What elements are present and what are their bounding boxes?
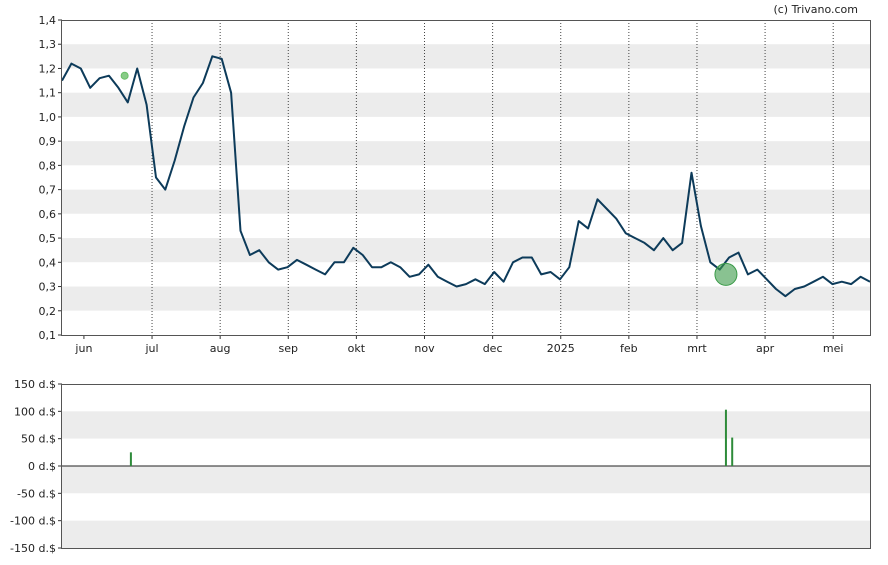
price-tick-label: 0,3 xyxy=(39,281,57,294)
price-tick-label: 1,2 xyxy=(39,62,57,75)
month-tick-label: sep xyxy=(279,342,298,355)
month-tick-label: apr xyxy=(756,342,775,355)
price-panel-frame xyxy=(61,20,871,336)
price-band xyxy=(62,310,870,335)
price-band xyxy=(62,92,870,117)
credit-label: (c) Trivano.com xyxy=(773,3,858,16)
price-marker xyxy=(714,262,738,286)
month-tick-label: dec xyxy=(483,342,503,355)
volume-bar xyxy=(731,437,734,466)
volume-panel-background xyxy=(62,384,870,548)
price-tick-label: 1,0 xyxy=(39,111,57,124)
price-band xyxy=(62,165,870,190)
month-tick-label: jul xyxy=(144,342,158,355)
volume-bar xyxy=(724,409,727,466)
volume-tick-label: -50 d.$ xyxy=(17,487,56,500)
volume-tick-label: -100 d.$ xyxy=(10,515,56,528)
month-axis-ticks: jun jul aug sep okt nov dec 2025 feb mrt apr mei xyxy=(74,335,843,355)
price-tick-label: 0,1 xyxy=(39,329,57,342)
price-band xyxy=(62,213,870,239)
volume-tick-label: 150 d.$ xyxy=(14,378,56,391)
volume-axis-ticks: 150 d.$ 100 d.$ 50 d.$ 0 d.$ -50 d.$ -100 d.$… xyxy=(10,378,62,555)
volume-tick-label: -150 d.$ xyxy=(10,542,56,555)
volume-band xyxy=(62,411,870,439)
volume-panel-frame xyxy=(61,384,871,549)
month-tick-label: okt xyxy=(348,342,366,355)
volume-tick-label: 100 d.$ xyxy=(14,405,56,418)
price-tick-label: 1,3 xyxy=(39,38,57,51)
month-tick-label: jun xyxy=(74,342,92,355)
volume-band xyxy=(62,438,870,466)
month-tick-label: feb xyxy=(620,342,638,355)
price-tick-label: 0,8 xyxy=(39,159,57,172)
month-tick-label: aug xyxy=(210,342,231,355)
price-band xyxy=(62,141,870,166)
month-tick-label: mrt xyxy=(687,342,707,355)
volume-band xyxy=(62,520,870,548)
price-tick-label: 1,4 xyxy=(39,14,57,27)
volume-tick-label: 0 d.$ xyxy=(28,460,56,473)
volume-tick-label: 50 d.$ xyxy=(21,433,56,446)
price-band xyxy=(62,286,870,311)
month-tick-label: nov xyxy=(414,342,435,355)
volume-band xyxy=(62,493,870,521)
price-tick-label: 0,7 xyxy=(39,184,57,197)
price-axis-ticks: 1,4 1,3 1,2 1,1 1,0 0,9 0,8 0,7 0,6 0,5 0,4 0,3 0,2 0… xyxy=(39,14,62,342)
price-tick-label: 0,2 xyxy=(39,305,57,318)
month-tick-label: 2025 xyxy=(547,342,575,355)
price-markers xyxy=(120,71,738,286)
price-band xyxy=(62,189,870,214)
price-tick-label: 0,9 xyxy=(39,135,57,148)
price-series-line xyxy=(61,55,871,298)
price-tick-label: 0,6 xyxy=(39,208,57,221)
price-band xyxy=(62,68,870,93)
price-marker xyxy=(120,71,129,80)
price-band xyxy=(62,238,870,263)
price-band xyxy=(62,116,870,142)
price-tick-label: 1,1 xyxy=(39,87,57,100)
price-band xyxy=(62,44,870,69)
volume-band xyxy=(62,466,870,494)
price-tick-label: 0,4 xyxy=(39,256,57,269)
price-panel-background xyxy=(62,20,870,335)
volume-bar xyxy=(129,452,132,466)
volume-bars xyxy=(129,409,734,466)
price-band xyxy=(62,20,870,45)
volume-band xyxy=(62,384,870,412)
month-tick-label: mei xyxy=(823,342,844,355)
price-tick-label: 0,5 xyxy=(39,232,57,245)
